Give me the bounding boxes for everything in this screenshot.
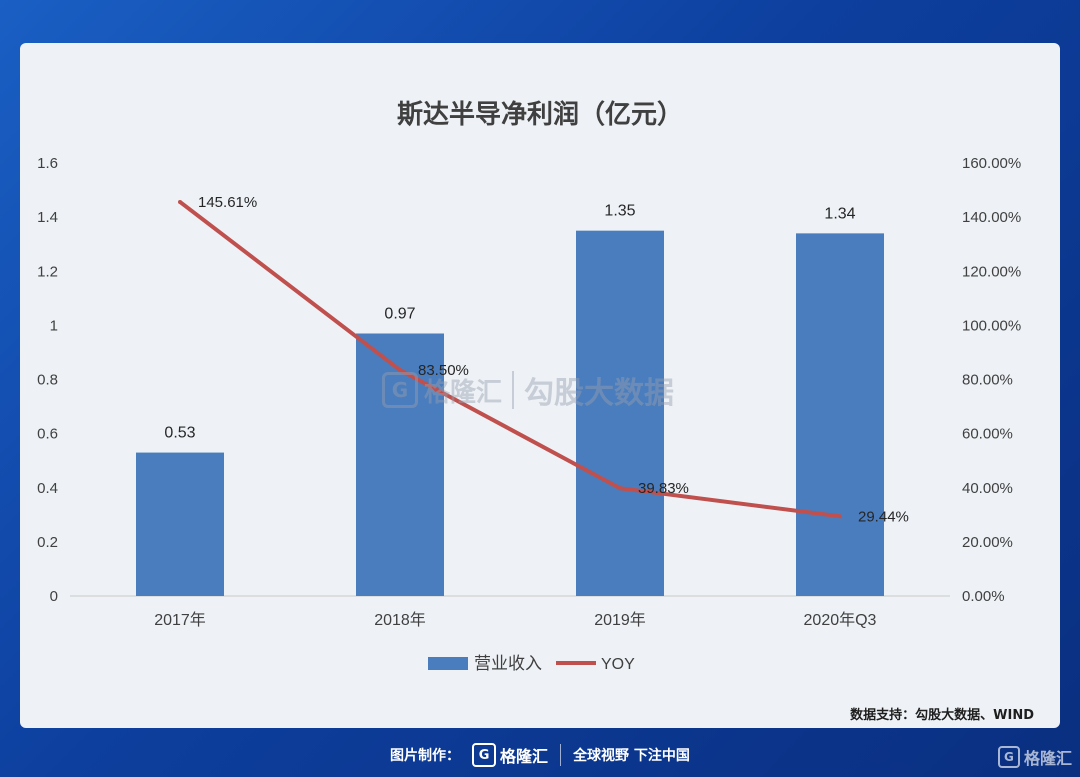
gelonghui-logo-icon: G bbox=[472, 743, 497, 767]
footer-label: 图片制作： bbox=[390, 748, 461, 764]
footer: 图片制作： G 格隆汇 全球视野 下注中国 bbox=[0, 740, 1080, 770]
bar-data-label: 1.34 bbox=[824, 205, 855, 222]
yoy-line bbox=[178, 200, 841, 519]
x-tick-label: 2020年Q3 bbox=[804, 611, 877, 629]
chart-title: 斯达半导净利润（亿元） bbox=[396, 100, 683, 130]
y-left-tick-label: 1.4 bbox=[37, 209, 58, 226]
legend-label-line: YOY bbox=[601, 656, 635, 673]
y-right-tick-label: 120.00% bbox=[962, 263, 1021, 280]
bar-data-label: 0.53 bbox=[164, 425, 195, 442]
y-right-tick-label: 140.00% bbox=[962, 209, 1021, 226]
bar-data-label: 0.97 bbox=[384, 305, 415, 322]
watermark-brand: 格隆汇 bbox=[424, 377, 503, 408]
corner-brand: 格隆汇 bbox=[1023, 749, 1072, 768]
yoy-point bbox=[398, 368, 402, 373]
yoy-point bbox=[838, 514, 842, 519]
watermark-text: 勾股大数据 bbox=[524, 376, 675, 411]
y-right-tick-label: 40.00% bbox=[962, 480, 1013, 497]
legend-swatch-bar bbox=[428, 657, 468, 670]
yoy-data-label: 83.50% bbox=[418, 362, 469, 379]
legend-label-bar: 营业收入 bbox=[474, 654, 542, 673]
yoy-point bbox=[618, 486, 622, 491]
footer-slogan: 全球视野 下注中国 bbox=[573, 748, 690, 764]
y-left-tick-label: 1.2 bbox=[37, 263, 58, 280]
y-left-tick-label: 0.8 bbox=[37, 372, 58, 389]
x-tick-label: 2019年 bbox=[594, 611, 646, 629]
y-right-tick-label: 20.00% bbox=[962, 534, 1013, 551]
footer-logo: G 格隆汇 bbox=[472, 743, 548, 767]
y-left-tick-label: 0 bbox=[50, 588, 58, 605]
yoy-point bbox=[178, 199, 182, 204]
x-tick-label: 2018年 bbox=[374, 611, 426, 629]
y-left-tick-label: 0.4 bbox=[37, 480, 58, 497]
bar bbox=[356, 333, 444, 596]
y-left-tick-label: 1.6 bbox=[37, 155, 58, 172]
corner-logo: G 格隆汇 bbox=[997, 745, 1072, 769]
y-right-tick-label: 160.00% bbox=[962, 155, 1021, 172]
bar bbox=[576, 230, 664, 596]
yoy-data-label: 29.44% bbox=[858, 508, 909, 525]
y-right-tick-label: 100.00% bbox=[962, 317, 1021, 334]
watermark-logo-icon: G bbox=[382, 372, 418, 408]
watermark-divider bbox=[512, 371, 515, 409]
y-right-tick-label: 0.00% bbox=[962, 588, 1005, 605]
y-left-tick-label: 0.2 bbox=[37, 534, 58, 551]
yoy-data-label: 145.61% bbox=[198, 194, 257, 211]
bar bbox=[796, 233, 884, 597]
footer-divider bbox=[560, 744, 562, 766]
bar bbox=[136, 452, 224, 596]
chart-card bbox=[20, 43, 1060, 728]
y-left-tick-label: 1 bbox=[50, 317, 58, 334]
corner-logo-icon: G bbox=[997, 746, 1020, 768]
bar-data-label: 1.35 bbox=[604, 203, 635, 220]
y-left-tick-label: 0.6 bbox=[37, 426, 58, 443]
y-right-tick-label: 80.00% bbox=[962, 372, 1013, 389]
y-right-tick-label: 60.00% bbox=[962, 426, 1013, 443]
footer-brand: 格隆汇 bbox=[500, 747, 549, 766]
data-source: 数据支持：勾股大数据、WIND bbox=[850, 708, 1034, 723]
x-tick-label: 2017年 bbox=[154, 611, 206, 629]
watermark: G 格隆汇 勾股大数据 bbox=[382, 368, 674, 412]
yoy-data-label: 39.83% bbox=[638, 480, 689, 497]
